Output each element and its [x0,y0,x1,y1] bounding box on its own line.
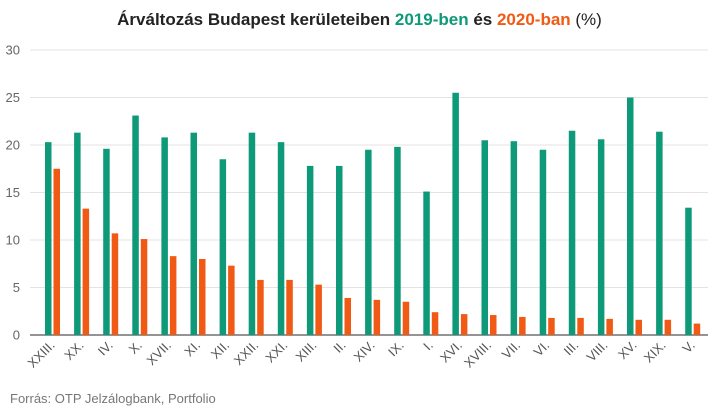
bars [45,92,701,335]
bar-2019 [452,92,459,335]
bar-2020 [431,312,439,335]
bar-2020 [693,323,701,335]
bar-2019 [627,97,634,335]
bar-2019 [656,131,663,335]
bar-2019 [277,142,285,335]
x-tick-label: X. [126,338,145,357]
x-tick-label: IV. [95,338,116,359]
x-tick-label: XI. [181,338,203,360]
bar-2020 [606,318,613,335]
bar-2020 [199,259,206,335]
x-tick-label: XVI. [437,338,465,366]
x-tick-label: VII. [499,338,523,362]
chart-title-conjunction: és [468,10,497,29]
bar-2019 [74,132,81,335]
x-tick-label: VI. [530,338,552,360]
x-tick-label: XV. [615,338,640,363]
chart-title-year-2020: 2020-ban [496,10,571,29]
bar-2019 [510,141,518,335]
bar-2020 [169,256,177,335]
bar-2019 [685,207,692,335]
bar-2020 [140,239,148,335]
bar-2019 [45,142,52,335]
chart-title-main: Árváltozás Budapest kerületeiben [117,10,395,29]
chart-title-unit: (%) [570,10,602,29]
bar-2020 [344,297,351,335]
bar-2019 [248,132,256,335]
chart-title: Árváltozás Budapest kerületeiben 2019-be… [0,10,719,30]
bar-2019 [394,146,401,335]
x-tick-label: XVII. [143,338,174,369]
x-tick-label: XVIII. [461,338,494,371]
bar-2019 [568,130,576,335]
bar-2019 [103,148,110,335]
bar-2020 [635,319,642,335]
x-tick-label: V. [679,338,697,356]
y-tick-label: 20 [6,138,20,153]
bar-2020 [490,315,497,335]
bar-2020 [286,279,293,335]
bar-2019 [161,137,168,335]
y-tick-label: 10 [6,233,20,248]
y-tick-label: 0 [13,328,20,343]
bar-2019 [539,149,547,335]
y-tick-label: 5 [13,280,20,295]
bar-2020 [257,279,264,335]
bar-2020 [548,317,555,335]
bar-2019 [132,115,139,335]
bar-2020 [82,208,90,335]
bar-2019 [365,149,372,335]
x-axis-tick-labels: XXIII. XX. IV. X.XVII. XI. XII.XXII. XXI. XIII.… [25,338,698,371]
bar-2019 [481,140,488,335]
x-tick-label: XIV. [351,338,378,365]
x-tick-label: XX. [61,338,86,363]
x-tick-label: I. [420,338,436,354]
bar-2019 [597,139,605,335]
bar-2019 [336,165,343,335]
bar-2020 [111,233,119,335]
bar-2020 [228,265,235,335]
bar-2020 [460,314,468,335]
x-tick-label: XXII. [231,338,262,369]
bar-2020 [402,301,410,335]
y-tick-label: 25 [6,90,20,105]
bar-2019 [423,191,430,335]
bar-2019 [306,165,314,335]
bar-2020 [519,316,526,335]
bar-2020 [577,317,584,335]
y-tick-label: 30 [6,43,20,58]
bar-2020 [664,319,672,335]
bar-2020 [373,299,381,335]
x-tick-label: XII. [208,338,232,362]
y-tick-label: 15 [6,185,20,200]
bar-2019 [190,132,197,335]
y-axis-tick-labels: 0 5 10 15 20 25 30 [6,43,20,343]
source-note: Forrás: OTP Jelzálogbank, Portfolio [10,391,216,406]
chart-title-year-2019: 2019-ben [394,10,469,29]
bar-2020 [315,284,322,335]
x-tick-label: XIII. [293,338,320,365]
bar-2019 [219,159,227,335]
x-tick-label: XIX. [641,338,669,366]
x-tick-label: II. [330,338,348,356]
x-tick-label: IX. [385,338,407,360]
x-tick-label: XXI. [262,338,290,366]
bar-2020 [53,168,60,335]
x-tick-label: XXIII. [25,338,58,371]
x-tick-label: III. [561,338,582,359]
x-tick-label: VIII. [584,338,611,365]
